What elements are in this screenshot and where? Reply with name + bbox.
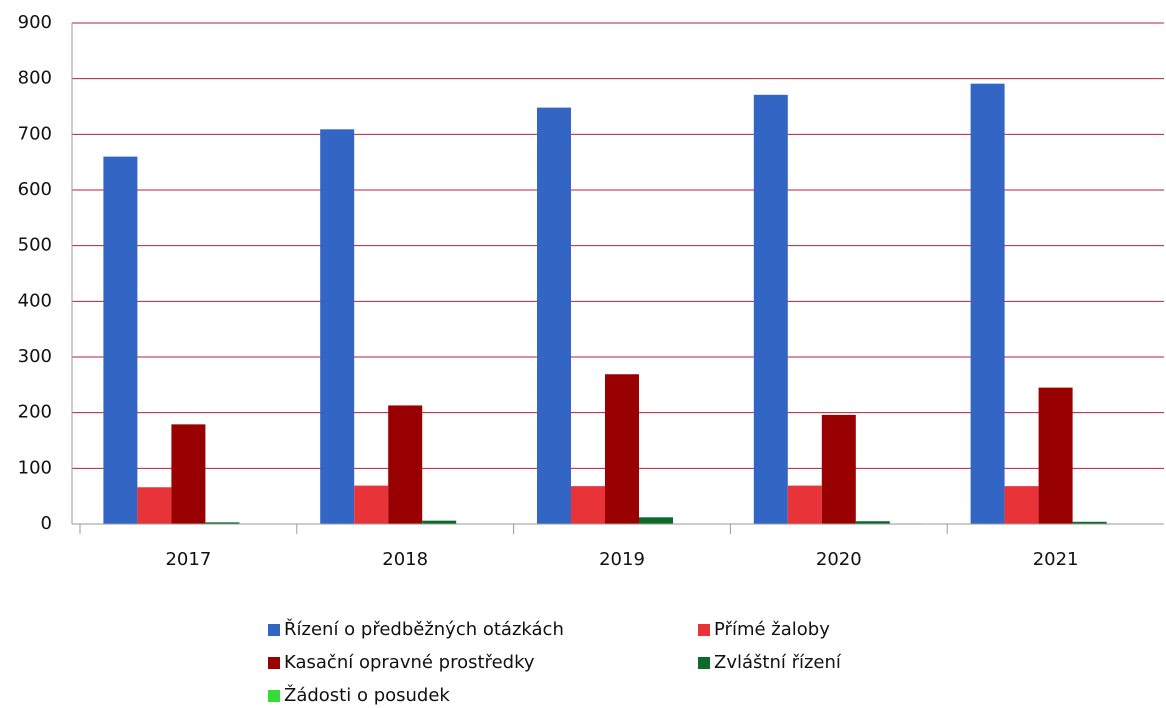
bar — [1038, 387, 1073, 524]
x-tick-label: 2018 — [382, 549, 428, 570]
legend-label: Zvláštní řízení — [714, 652, 842, 673]
bar — [320, 129, 355, 524]
x-tick-label: 2021 — [1033, 549, 1079, 570]
y-tick-label: 300 — [18, 346, 52, 367]
bar — [103, 156, 138, 524]
legend-swatch — [268, 657, 280, 669]
bar — [855, 521, 890, 524]
bar — [605, 374, 639, 524]
legend-swatch — [698, 624, 710, 636]
legend-label: Řízení o předběžných otázkách — [284, 618, 564, 640]
legend-swatch — [268, 690, 280, 702]
bar — [537, 107, 571, 524]
y-tick-label: 500 — [18, 235, 52, 256]
bar — [1072, 521, 1107, 524]
bar — [571, 486, 605, 524]
bar — [137, 487, 172, 524]
y-tick-label: 100 — [18, 457, 52, 478]
legend-label: Kasační opravné prostředky — [284, 652, 535, 673]
x-tick-label: 2017 — [165, 549, 211, 570]
bar — [171, 424, 206, 524]
bar — [753, 94, 788, 524]
legend-swatch — [268, 624, 280, 636]
bar — [422, 520, 457, 524]
y-tick-label: 800 — [18, 68, 52, 89]
y-tick-label: 0 — [41, 513, 52, 534]
bar — [205, 522, 240, 524]
x-tick-label: 2020 — [816, 549, 862, 570]
bar — [639, 517, 673, 524]
bar — [354, 485, 389, 524]
y-tick-label: 700 — [18, 123, 52, 144]
legend-label: Přímé žaloby — [714, 619, 830, 640]
bar — [787, 485, 822, 524]
y-tick-label: 200 — [18, 402, 52, 423]
bar — [970, 83, 1005, 524]
bar — [1004, 486, 1039, 524]
bar — [821, 414, 856, 524]
y-tick-label: 900 — [18, 12, 52, 33]
y-tick-label: 600 — [18, 179, 52, 200]
y-tick-label: 400 — [18, 290, 52, 311]
x-tick-label: 2019 — [599, 549, 645, 570]
legend-swatch — [698, 657, 710, 669]
bar — [388, 405, 423, 524]
legend-label: Žádosti o posudek — [284, 684, 450, 706]
